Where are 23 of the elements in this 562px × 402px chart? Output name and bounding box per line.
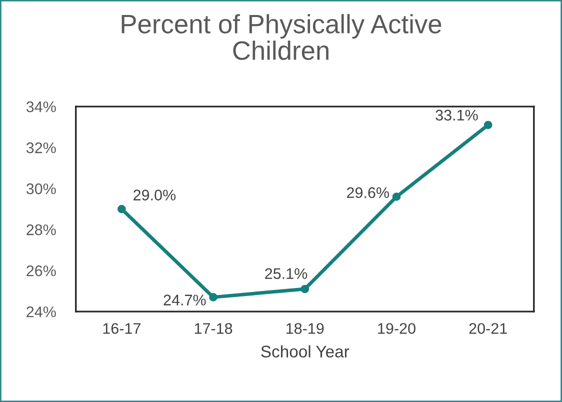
text: 25.1% xyxy=(265,268,308,280)
y-tick-label: 30% xyxy=(26,183,56,194)
x-tick-label: 17-18 xyxy=(194,323,232,334)
y-tick-label: 32% xyxy=(26,142,56,154)
y-tick-label: 26% xyxy=(26,265,56,276)
text: 29.0% xyxy=(134,190,176,200)
x-tick-label: 16-17 xyxy=(103,323,140,334)
text: 24.7% xyxy=(164,294,206,306)
y-tick-label: 34% xyxy=(26,101,56,112)
text: 29.6% xyxy=(347,187,390,198)
x-axis-title: School Year xyxy=(261,345,350,358)
text: 33.1% xyxy=(436,110,478,121)
point xyxy=(300,284,310,294)
point xyxy=(484,120,492,130)
x-tick-label: 18-19 xyxy=(286,323,324,334)
x-tick-label: 19-20 xyxy=(378,323,416,334)
y-tick-label: 28% xyxy=(26,224,56,236)
x-tick-label: 20-21 xyxy=(469,323,507,334)
chart-title: Percent of Physically Active Children xyxy=(122,14,442,60)
y-tick-label: 24% xyxy=(26,306,56,318)
point xyxy=(392,192,401,201)
point xyxy=(209,293,218,302)
point xyxy=(118,204,126,214)
